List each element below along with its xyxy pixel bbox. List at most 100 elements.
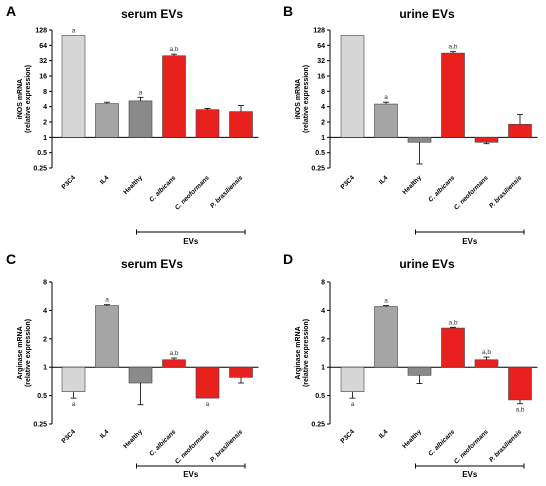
x-tick-label: P. brasiliensis (209, 174, 245, 210)
bar-annotation: a (139, 89, 143, 96)
y-tick-label: 8 (321, 280, 325, 287)
bar-annotation: a (384, 94, 388, 101)
bar-annotation: a (206, 401, 210, 408)
y-tick-label: 2 (43, 336, 47, 343)
bar-3 (128, 366, 153, 384)
bar-annotation: a,b (448, 44, 457, 51)
bar-3 (407, 366, 432, 376)
bar-annotation: a,b (448, 319, 457, 326)
bar-4 (441, 52, 465, 138)
y-tick-label: 8 (43, 280, 47, 287)
y-tick-label: 64 (317, 43, 325, 50)
bar-1 (340, 366, 365, 392)
panel-letter: B (283, 3, 293, 19)
bar-annotation: a (351, 401, 355, 408)
bar-annotation: a,b (169, 46, 178, 53)
bar-6 (508, 366, 532, 401)
y-tick-label: 32 (317, 58, 325, 65)
x-tick-label: P3C4 (60, 428, 77, 445)
bar-5 (474, 359, 499, 368)
x-tick-label: Healthy (401, 428, 423, 450)
panel-letter: D (283, 251, 293, 267)
y-tick-label: 8 (43, 89, 47, 96)
bar-2 (374, 103, 398, 138)
x-tick-label: C. albicans (148, 428, 177, 457)
x-tick-label: P3C4 (60, 174, 77, 191)
chart-title: serum EVs (121, 7, 183, 21)
y-tick-label: 0.25 (311, 166, 325, 173)
y-axis-label: iNOS mRNA(relative expression) (17, 65, 32, 133)
bar-annotation: a,b (515, 407, 524, 414)
y-tick-label: 0.5 (37, 393, 47, 400)
x-tick-label: P3C4 (339, 428, 356, 445)
x-tick-label: C. albicans (148, 174, 177, 203)
bar-1 (61, 366, 86, 392)
bar-1 (61, 35, 86, 138)
bar-6 (229, 111, 253, 138)
x-tick-label: IL4 (99, 428, 111, 440)
bar-4 (162, 55, 186, 138)
x-tick-label: C. neoformans (453, 174, 490, 211)
y-tick-label: 128 (35, 28, 47, 35)
y-tick-label: 0.25 (311, 422, 325, 429)
x-tick-label: P3C4 (339, 174, 356, 191)
y-axis-label: iNOS mRNA(relative expression) (295, 65, 310, 133)
y-tick-label: 32 (39, 58, 47, 65)
x-tick-label: IL4 (99, 174, 111, 186)
bar-6 (229, 366, 253, 378)
group-label: EVs (462, 237, 478, 246)
x-tick-label: P. brasiliensis (209, 428, 245, 464)
panel-letter: C (6, 251, 16, 267)
bar-3 (128, 100, 153, 138)
bar-4 (441, 327, 465, 368)
y-axis-label: Arginase mRNA(relative expression) (295, 319, 310, 387)
bar-annotation: a (384, 298, 388, 305)
y-tick-label: 4 (43, 308, 47, 315)
bar-2 (95, 103, 119, 138)
chart-title: serum EVs (121, 257, 183, 271)
bar-annotation: a,b (169, 350, 178, 357)
y-tick-label: 0.5 (315, 150, 325, 157)
x-tick-label: C. albicans (427, 428, 456, 457)
y-tick-label: 16 (317, 74, 325, 81)
x-tick-label: C. albicans (427, 174, 456, 203)
x-tick-label: Healthy (122, 428, 144, 450)
y-tick-label: 2 (43, 120, 47, 127)
y-tick-label: 4 (321, 104, 325, 111)
y-tick-label: 0.25 (33, 166, 47, 173)
x-tick-label: P. brasiliensis (488, 428, 524, 464)
y-tick-label: 4 (321, 308, 325, 315)
y-tick-label: 64 (39, 43, 47, 50)
bar-5 (195, 366, 220, 399)
y-tick-label: 1 (43, 135, 47, 142)
bar-annotation: a (105, 297, 109, 304)
group-label: EVs (462, 470, 478, 479)
y-axis-label: Arginase mRNA(relative expression) (17, 319, 32, 387)
y-tick-label: 1 (321, 135, 325, 142)
bar-annotation: a (72, 27, 76, 34)
x-tick-label: P. brasiliensis (488, 174, 524, 210)
y-tick-label: 1 (43, 365, 47, 372)
y-tick-label: 0.5 (37, 150, 47, 157)
y-tick-label: 0.5 (315, 393, 325, 400)
group-label: EVs (183, 470, 199, 479)
y-tick-label: 8 (321, 89, 325, 96)
x-tick-label: C. neoformans (453, 428, 490, 465)
y-tick-label: 16 (39, 74, 47, 81)
bar-5 (195, 109, 220, 138)
x-tick-label: IL4 (378, 174, 390, 186)
x-tick-label: C. neoformans (174, 428, 211, 465)
bar-5 (474, 137, 499, 143)
y-tick-label: 2 (321, 120, 325, 127)
group-label: EVs (183, 237, 199, 246)
y-tick-label: 0.25 (33, 422, 47, 429)
x-tick-label: Healthy (122, 174, 144, 196)
chart-title: urine EVs (399, 257, 455, 271)
bar-annotation: a (72, 401, 76, 408)
bar-1 (340, 35, 365, 138)
x-tick-label: Healthy (401, 174, 423, 196)
